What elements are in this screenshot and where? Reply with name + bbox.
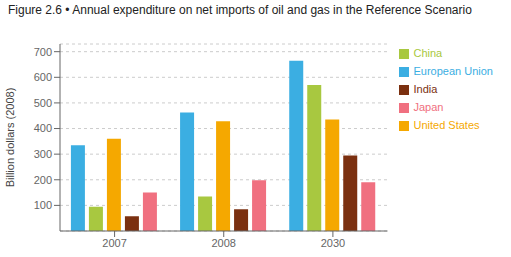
svg-text:Billion dollars (2008): Billion dollars (2008) (8, 88, 16, 188)
html-text:Japan: Japan (413, 101, 444, 113)
html-text:China: China (413, 47, 443, 59)
svg-text:300: 300 (34, 148, 52, 160)
svg-text:700: 700 (34, 46, 52, 58)
html-text:United States: United States (413, 119, 480, 131)
svg-text:400: 400 (34, 122, 52, 134)
svg-text:2008: 2008 (212, 237, 236, 249)
svg-text:600: 600 (34, 71, 52, 83)
svg-text:500: 500 (34, 97, 52, 109)
svg-text:2007: 2007 (102, 237, 126, 249)
html-text:Figure 2.6 • Annual expenditur: Figure 2.6 • Annual expenditure on net i… (8, 3, 472, 17)
html-text:India: India (413, 83, 438, 95)
svg-text:100: 100 (34, 199, 52, 211)
html-text:European Union: European Union (413, 65, 493, 77)
svg-text:2030: 2030 (321, 237, 345, 249)
svg-text:200: 200 (34, 174, 52, 186)
